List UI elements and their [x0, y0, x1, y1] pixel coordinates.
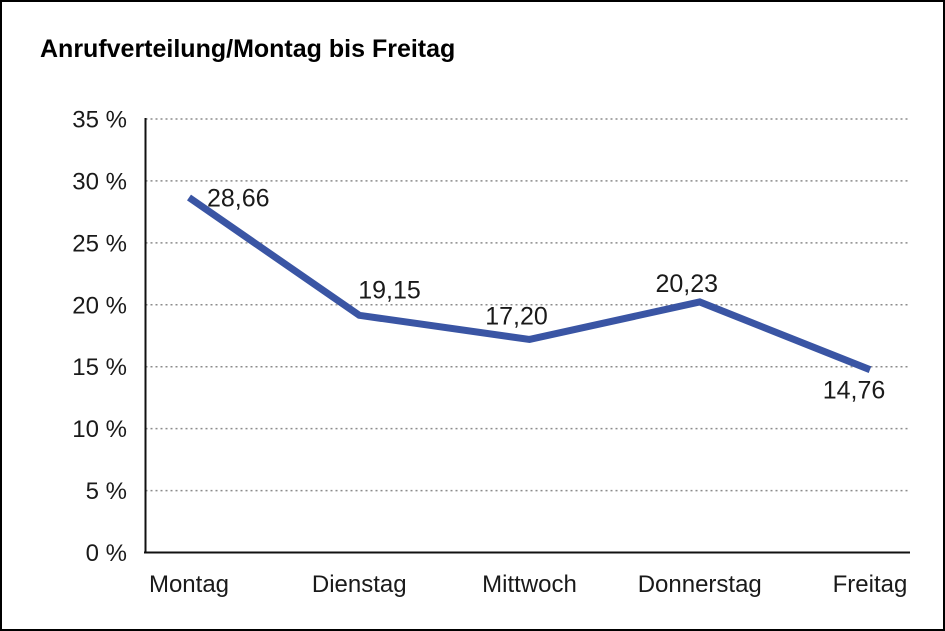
data-point-label: 28,66	[207, 185, 270, 213]
y-tick-label: 35 %	[72, 107, 127, 134]
y-tick-label: 5 %	[86, 478, 127, 505]
data-point-label: 14,76	[823, 377, 886, 405]
y-tick-label: 25 %	[72, 230, 127, 257]
data-point-label: 17,20	[485, 302, 548, 330]
y-tick-label: 15 %	[72, 354, 127, 381]
y-tick-label: 0 %	[86, 540, 127, 567]
x-category-label: Freitag	[833, 571, 908, 598]
y-tick-label: 30 %	[72, 168, 127, 195]
data-point-label: 19,15	[358, 276, 421, 304]
data-series-line	[187, 194, 872, 373]
chart-title: Anrufverteilung/Montag bis Freitag	[40, 35, 456, 63]
x-category-label: Mittwoch	[482, 571, 577, 598]
x-category-label: Dienstag	[312, 571, 407, 598]
data-point-label: 20,23	[655, 270, 718, 298]
y-tick-label: 10 %	[72, 416, 127, 443]
x-category-label: Montag	[149, 571, 229, 598]
x-category-label: Donnerstag	[638, 571, 762, 598]
y-tick-label: 20 %	[72, 292, 127, 319]
